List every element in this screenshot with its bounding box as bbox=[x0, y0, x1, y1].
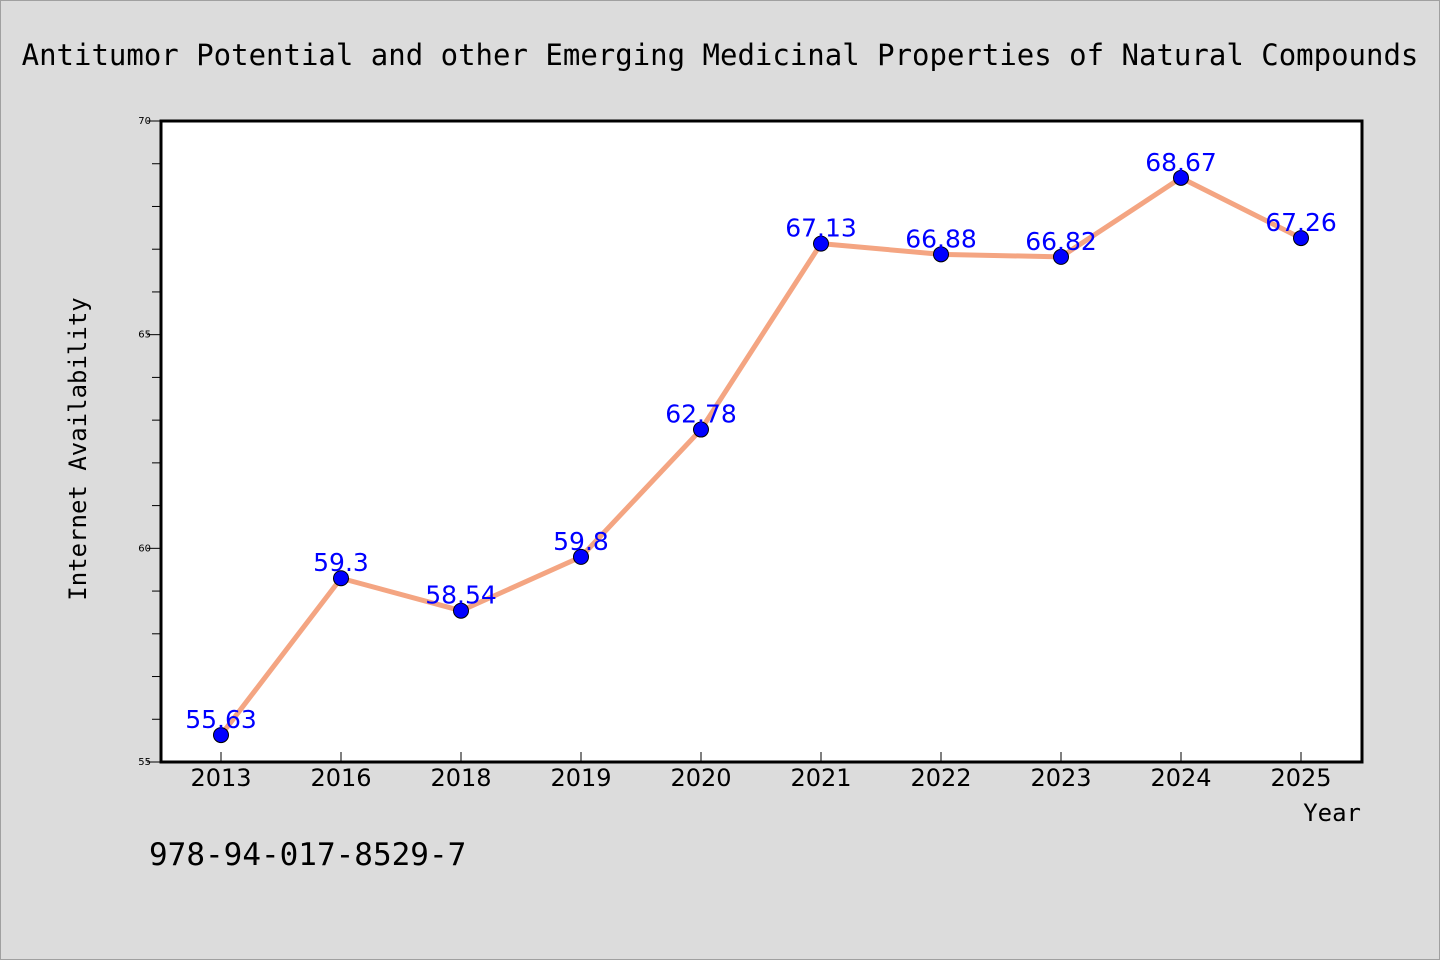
x-tick-label: 2023 bbox=[1030, 764, 1091, 792]
x-tick-label: 2019 bbox=[550, 764, 611, 792]
data-label: 66.88 bbox=[905, 224, 977, 253]
data-point bbox=[573, 548, 589, 565]
y-axis-title: Internet Availability bbox=[64, 297, 92, 600]
x-tick-label: 2022 bbox=[910, 764, 971, 792]
x-tick-label: 2018 bbox=[430, 764, 491, 792]
data-label: 66.82 bbox=[1025, 227, 1097, 256]
y-tick-label: 60 bbox=[138, 543, 151, 554]
x-tick-label: 2024 bbox=[1150, 764, 1211, 792]
y-axis: 55 60 65 70 bbox=[138, 116, 161, 768]
data-label: 68.67 bbox=[1145, 148, 1217, 177]
data-point bbox=[213, 727, 229, 744]
x-axis: 2013 2016 2018 2019 2020 2021 2022 2023 2024 2025 bbox=[190, 752, 1332, 792]
x-tick-label: 2025 bbox=[1270, 764, 1331, 792]
x-tick-label: 2013 bbox=[190, 764, 251, 792]
series-line bbox=[218, 175, 1304, 738]
chart-title: Antitumor Potential and other Emerging M… bbox=[22, 38, 1419, 72]
y-tick-label: 70 bbox=[138, 116, 151, 127]
data-label: 59.8 bbox=[553, 527, 609, 556]
data-point bbox=[1293, 230, 1309, 247]
isbn-text: 978-94-017-8529-7 bbox=[149, 837, 466, 873]
series-line-group bbox=[218, 175, 1304, 738]
x-tick-label: 2021 bbox=[790, 764, 851, 792]
x-axis-title: Year bbox=[1303, 799, 1361, 827]
data-point bbox=[813, 235, 829, 252]
y-tick-label: 65 bbox=[138, 330, 151, 341]
data-label: 59.3 bbox=[313, 548, 369, 577]
data-point bbox=[333, 570, 349, 587]
data-labels-group: 55.63 59.3 58.54 59.8 62.78 67.13 66.88 66.82 68… bbox=[185, 148, 1337, 734]
data-label: 55.63 bbox=[185, 705, 257, 734]
data-point bbox=[453, 602, 469, 619]
y-tick-label: 55 bbox=[138, 757, 151, 768]
data-label: 67.13 bbox=[785, 214, 857, 243]
data-point bbox=[693, 421, 709, 438]
data-point bbox=[1053, 248, 1069, 265]
data-point bbox=[933, 246, 949, 263]
markers-group bbox=[213, 169, 1309, 744]
x-tick-label: 2020 bbox=[670, 764, 731, 792]
data-label: 58.54 bbox=[425, 581, 497, 610]
data-label: 67.26 bbox=[1265, 208, 1337, 237]
data-point bbox=[1173, 169, 1189, 186]
x-tick-label: 2016 bbox=[310, 764, 371, 792]
data-label: 62.78 bbox=[665, 400, 737, 429]
plot-area bbox=[159, 119, 1364, 764]
